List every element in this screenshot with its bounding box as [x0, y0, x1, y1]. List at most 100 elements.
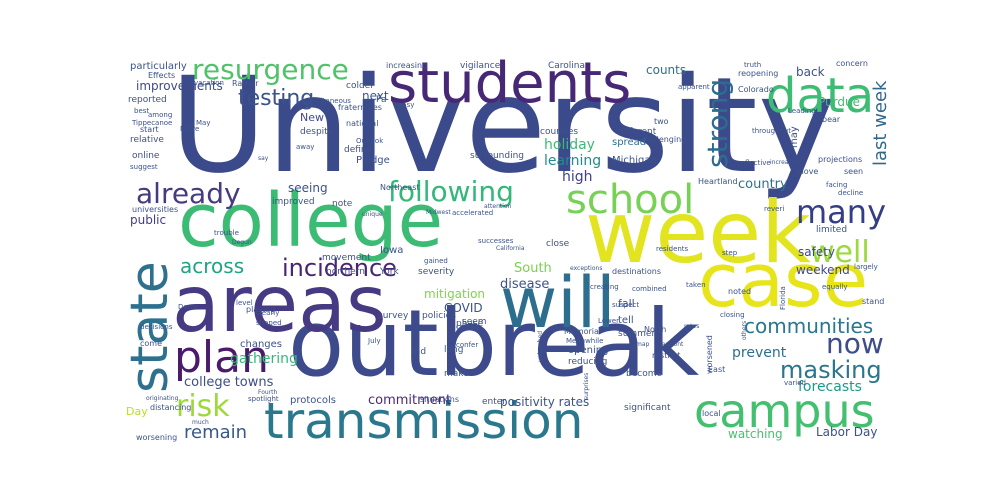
cloud-word: equally [822, 283, 848, 291]
cloud-word: country [738, 177, 788, 192]
cloud-word: across [180, 254, 245, 278]
cloud-word: note [332, 199, 353, 209]
cloud-word: exceptions [570, 265, 603, 272]
cloud-word: playing [246, 305, 276, 314]
cloud-word: transmission [264, 392, 584, 450]
cloud-word: already [136, 177, 241, 210]
cloud-word: Degun [232, 239, 252, 246]
cloud-word: many [796, 193, 886, 231]
cloud-word: reopening [738, 69, 779, 78]
cloud-word: May [196, 119, 211, 127]
cloud-word: rates [684, 323, 700, 330]
cloud-word: data [766, 68, 875, 124]
cloud-word: move [796, 167, 819, 176]
cloud-word: two [654, 117, 669, 126]
cloud-word: Day [126, 405, 148, 418]
cloud-word: students [388, 51, 632, 116]
cloud-word: well [810, 235, 870, 270]
cloud-word: will [500, 262, 616, 344]
cloud-word: South [514, 261, 552, 276]
cloud-word: Leading [788, 107, 816, 115]
cloud-word: July [368, 337, 381, 345]
cloud-word: reflective [738, 159, 771, 167]
cloud-word: York [380, 267, 399, 277]
cloud-word: worsening [136, 433, 178, 442]
cloud-word: positivity rates [500, 395, 590, 409]
cloud-word: easy [398, 101, 415, 109]
cloud-word: decline [838, 189, 864, 197]
word-cloud: University outbreak college week areas will ca… [125, 50, 900, 450]
cloud-word: facing [826, 181, 848, 189]
cloud-word: relative [130, 135, 164, 145]
cloud-word: high [562, 169, 593, 185]
cloud-word: accelerated [452, 209, 494, 217]
cloud-word: throughout [752, 127, 791, 135]
cloud-word: Rather [232, 79, 259, 88]
cloud-word: now [826, 327, 884, 360]
cloud-word: online [132, 151, 160, 161]
cloud-word: changes [240, 339, 283, 350]
cloud-word: testing [238, 86, 315, 111]
cloud-word: Lower [598, 317, 619, 325]
cloud-word: concern [836, 59, 868, 68]
cloud-word: next [362, 89, 389, 103]
cloud-word: vigilance [460, 61, 501, 71]
cloud-word: outbreak [288, 290, 700, 397]
cloud-word: Dame [178, 303, 199, 311]
cloud-word: protocols [290, 395, 337, 406]
cloud-word: commitment [368, 393, 452, 408]
cloud-word: increased [770, 159, 800, 166]
cloud-word: originating [146, 395, 179, 402]
cloud-word: Labor Day [816, 425, 878, 439]
cloud-word: gathering [230, 351, 298, 367]
cloud-word: creating [590, 283, 619, 291]
cloud-word: learning [544, 153, 602, 169]
cloud-word: mitigation [424, 287, 486, 301]
cloud-word: attention [484, 203, 512, 210]
cloud-word: limited [816, 225, 848, 235]
cloud-word: successes [478, 237, 514, 245]
cloud-word: survey [378, 311, 409, 321]
cloud-word: California [496, 245, 525, 252]
cloud-word: counts [646, 63, 687, 77]
cloud-word: summer [618, 329, 656, 339]
cloud-word: school [566, 177, 695, 223]
cloud-word: decisions [140, 323, 173, 331]
cloud-word: particularly [130, 61, 187, 72]
cloud-word: taken [686, 281, 706, 289]
cloud-word: reducing [568, 357, 608, 367]
cloud-word: Meanwhile [566, 337, 604, 345]
cloud-word: away [296, 143, 315, 151]
cloud-word: improved [272, 197, 315, 207]
cloud-word: spotlight [248, 395, 279, 403]
cloud-word: weekend [796, 263, 850, 277]
cloud-word: increasing [386, 61, 428, 70]
cloud-word: opening [568, 345, 609, 356]
cloud-word: say [258, 155, 269, 162]
cloud-word: come [140, 339, 163, 348]
cloud-word: enter [482, 397, 507, 407]
cloud-word: Northeast [380, 183, 420, 192]
cloud-word: shaped [256, 319, 282, 327]
cloud-word: spread [612, 137, 647, 148]
cloud-word: Vermont [658, 341, 684, 348]
cloud-word: campus [694, 384, 875, 438]
cloud-word: step [722, 249, 738, 257]
cloud-word: risk [176, 389, 230, 424]
cloud-word: reported [128, 95, 167, 105]
cloud-word: movement [322, 253, 371, 263]
cloud-word: close [546, 239, 570, 249]
cloud-word: Pledge [356, 155, 390, 166]
cloud-word: Midwest [426, 209, 451, 216]
cloud-word: plan [174, 332, 270, 383]
cloud-word: fall [618, 297, 635, 310]
cloud-word: colder [346, 81, 374, 91]
cloud-word: safety [798, 245, 836, 259]
cloud-word: watching [728, 427, 783, 441]
cloud-word: significant [624, 403, 671, 413]
cloud-word: restrict [652, 351, 681, 360]
cloud-word: apparent [678, 83, 710, 91]
cloud-word: public [130, 213, 167, 227]
cloud-word: New [300, 111, 324, 124]
cloud-word: among [148, 111, 173, 119]
